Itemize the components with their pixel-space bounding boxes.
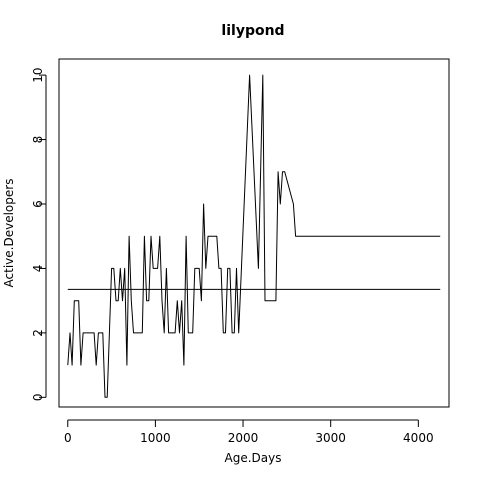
x-tick-label: 3000 [315,431,346,445]
x-tick-label: 0 [64,431,72,445]
y-axis-label: Active.Developers [2,179,16,288]
y-tick-label: 8 [31,136,45,144]
plot-area: 0 1000 2000 3000 4000 0 2 4 6 8 10 [31,59,449,445]
x-axis-label: Age.Days [225,451,282,465]
y-tick-label: 10 [31,67,45,82]
y-tick-label: 6 [31,200,45,208]
x-axis: 0 1000 2000 3000 4000 [64,420,434,445]
x-tick-label: 1000 [140,431,171,445]
series-group [68,75,440,397]
y-axis: 0 2 4 6 8 10 [31,67,46,401]
series-line [68,75,440,397]
y-tick-label: 2 [31,329,45,337]
x-tick-label: 4000 [403,431,434,445]
chart-title: lilypond [221,23,284,39]
y-tick-label: 0 [31,394,45,402]
x-tick-label: 2000 [228,431,259,445]
plot-frame [59,59,449,407]
y-tick-label: 4 [31,265,45,273]
